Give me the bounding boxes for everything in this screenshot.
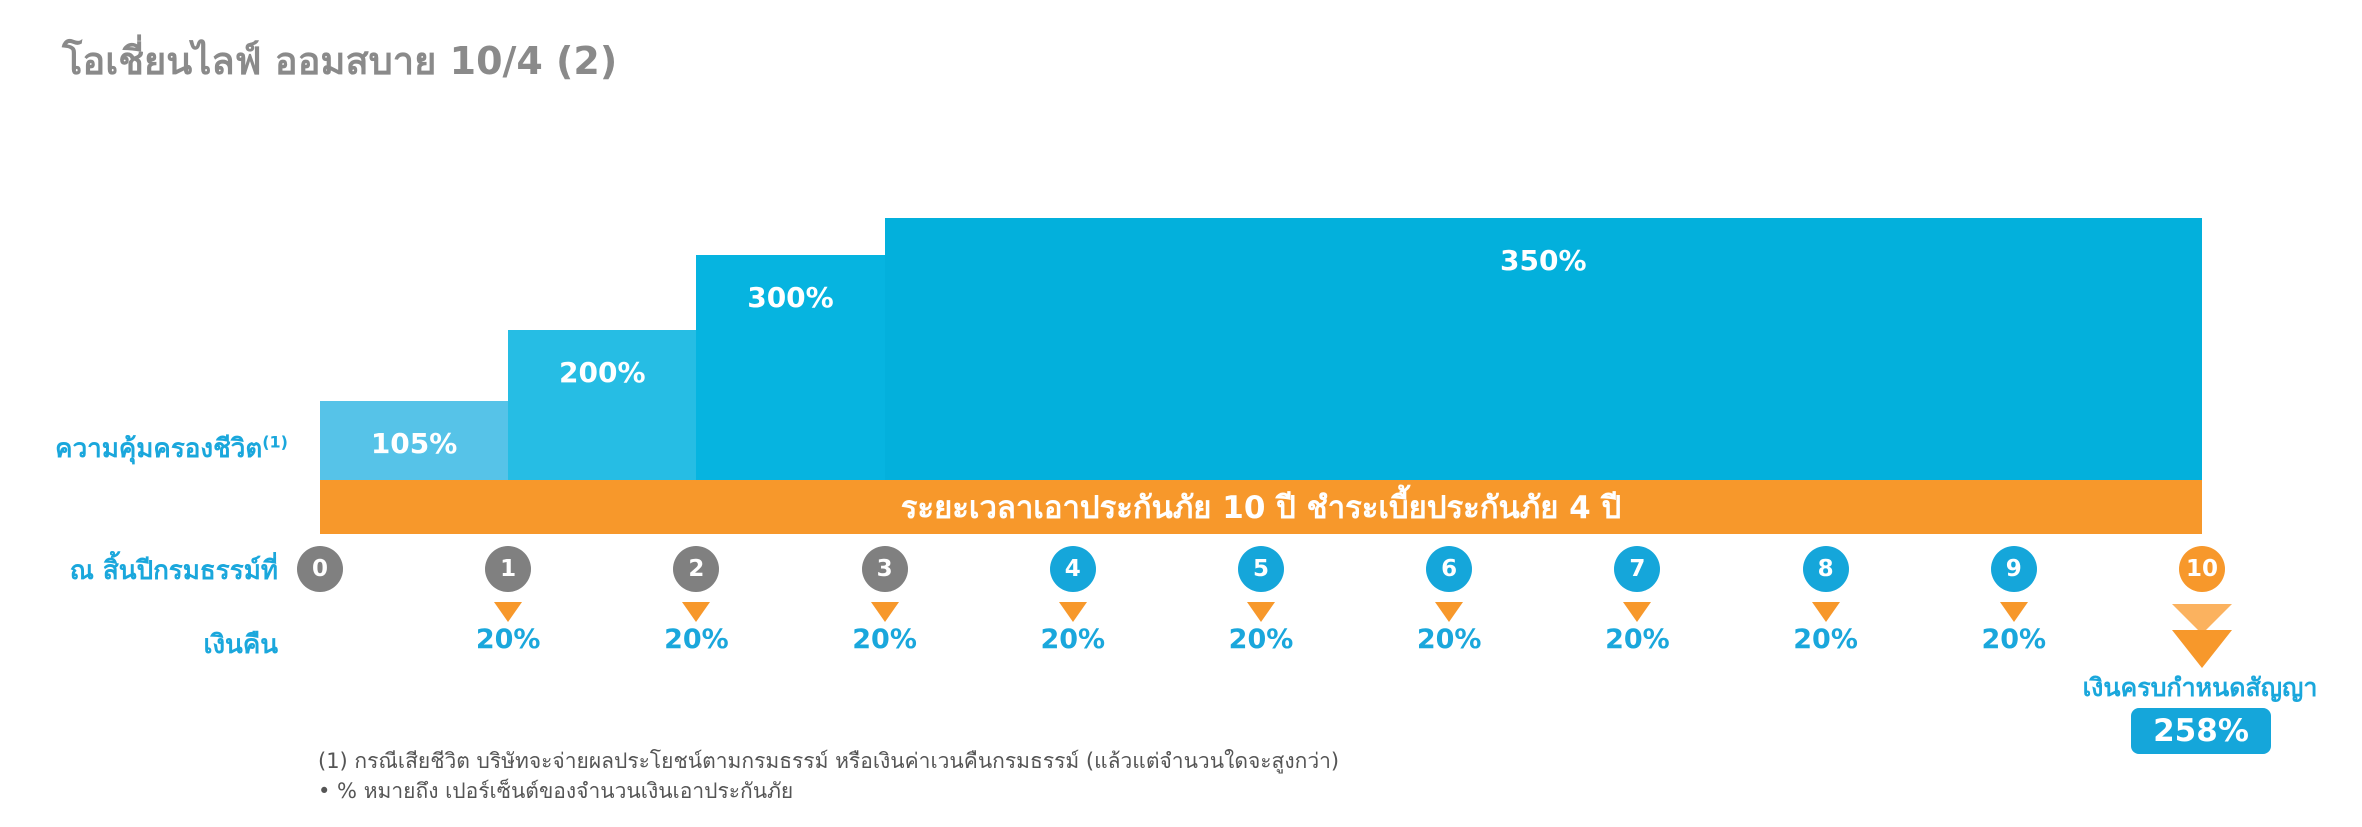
cashback-arrow-icon xyxy=(870,602,899,622)
maturity-label: เงินครบกำหนดสัญญา xyxy=(2082,673,2318,702)
year-marker-3: 3 xyxy=(861,546,908,592)
year-marker-4: 4 xyxy=(1049,546,1096,592)
coverage-bar-2: 300% xyxy=(696,255,885,480)
maturity-value-badge: 258% xyxy=(2131,708,2271,754)
cashback-row-label: เงินคืน xyxy=(203,630,278,660)
coverage-bar-label: 350% xyxy=(1500,244,1587,277)
cashback-arrow-icon xyxy=(1058,602,1087,622)
coverage-bar-0: 105% xyxy=(320,401,509,480)
cashback-arrow-icon xyxy=(1811,602,1840,622)
cashback-value: 20% xyxy=(1793,624,1858,655)
coverage-bar-label: 105% xyxy=(370,427,458,461)
coverage-bar-label: 300% xyxy=(747,281,834,315)
footnote-2: • % หมายถึง เปอร์เซ็นต์ของจำนวนเงินเอาปร… xyxy=(318,779,794,803)
cashback-value: 20% xyxy=(475,624,541,655)
year-row-label: ณ สิ้นปีกรมธรรม์ที่ xyxy=(69,556,278,586)
coverage-bar-label: 200% xyxy=(559,356,646,390)
year-marker-6: 6 xyxy=(1426,546,1473,592)
footnote-1: (1) กรณีเสียชีวิต บริษัทจะจ่ายผลประโยชน์… xyxy=(318,749,1340,773)
year-marker-9: 9 xyxy=(1990,546,2037,592)
cashback-value: 20% xyxy=(1228,624,1294,655)
period-banner: ระยะเวลาเอาประกันภัย 10 ปี ชำระเบี้ยประก… xyxy=(320,480,2202,534)
cashback-value: 20% xyxy=(664,624,729,655)
coverage-label-text: ความคุ้มครองชีวิต xyxy=(55,434,263,464)
maturity-arrow-icon xyxy=(2172,604,2232,668)
year-marker-0: 0 xyxy=(297,546,343,592)
cashback-arrow-icon xyxy=(1999,602,2028,622)
coverage-bar-1: 200% xyxy=(508,330,697,480)
cashback-arrow-icon xyxy=(494,602,523,622)
cashback-arrow-icon xyxy=(1435,602,1464,622)
year-marker-7: 7 xyxy=(1614,546,1661,592)
coverage-bar-3: 350% xyxy=(884,218,2202,480)
page-title: โอเชี่ยนไลฟ์ ออมสบาย 10/4 (2) xyxy=(62,39,618,83)
cashback-value: 20% xyxy=(1605,624,1670,655)
cashback-arrow-icon xyxy=(1247,602,1275,622)
year-marker-1: 1 xyxy=(485,546,532,592)
year-marker-5: 5 xyxy=(1238,546,1284,592)
year-marker-8: 8 xyxy=(1802,546,1849,592)
cashback-value: 20% xyxy=(1981,624,2047,655)
cashback-arrow-icon xyxy=(682,602,711,622)
cashback-value: 20% xyxy=(852,624,917,655)
year-marker-2: 2 xyxy=(673,546,720,592)
cashback-value: 20% xyxy=(1040,624,1106,655)
cashback-arrow-icon xyxy=(1623,602,1652,622)
coverage-label: ความคุ้มครองชีวิต(1) xyxy=(20,428,288,469)
year-marker-10: 10 xyxy=(2179,546,2225,592)
coverage-footnote-marker: (1) xyxy=(262,432,288,452)
cashback-value: 20% xyxy=(1416,624,1482,655)
